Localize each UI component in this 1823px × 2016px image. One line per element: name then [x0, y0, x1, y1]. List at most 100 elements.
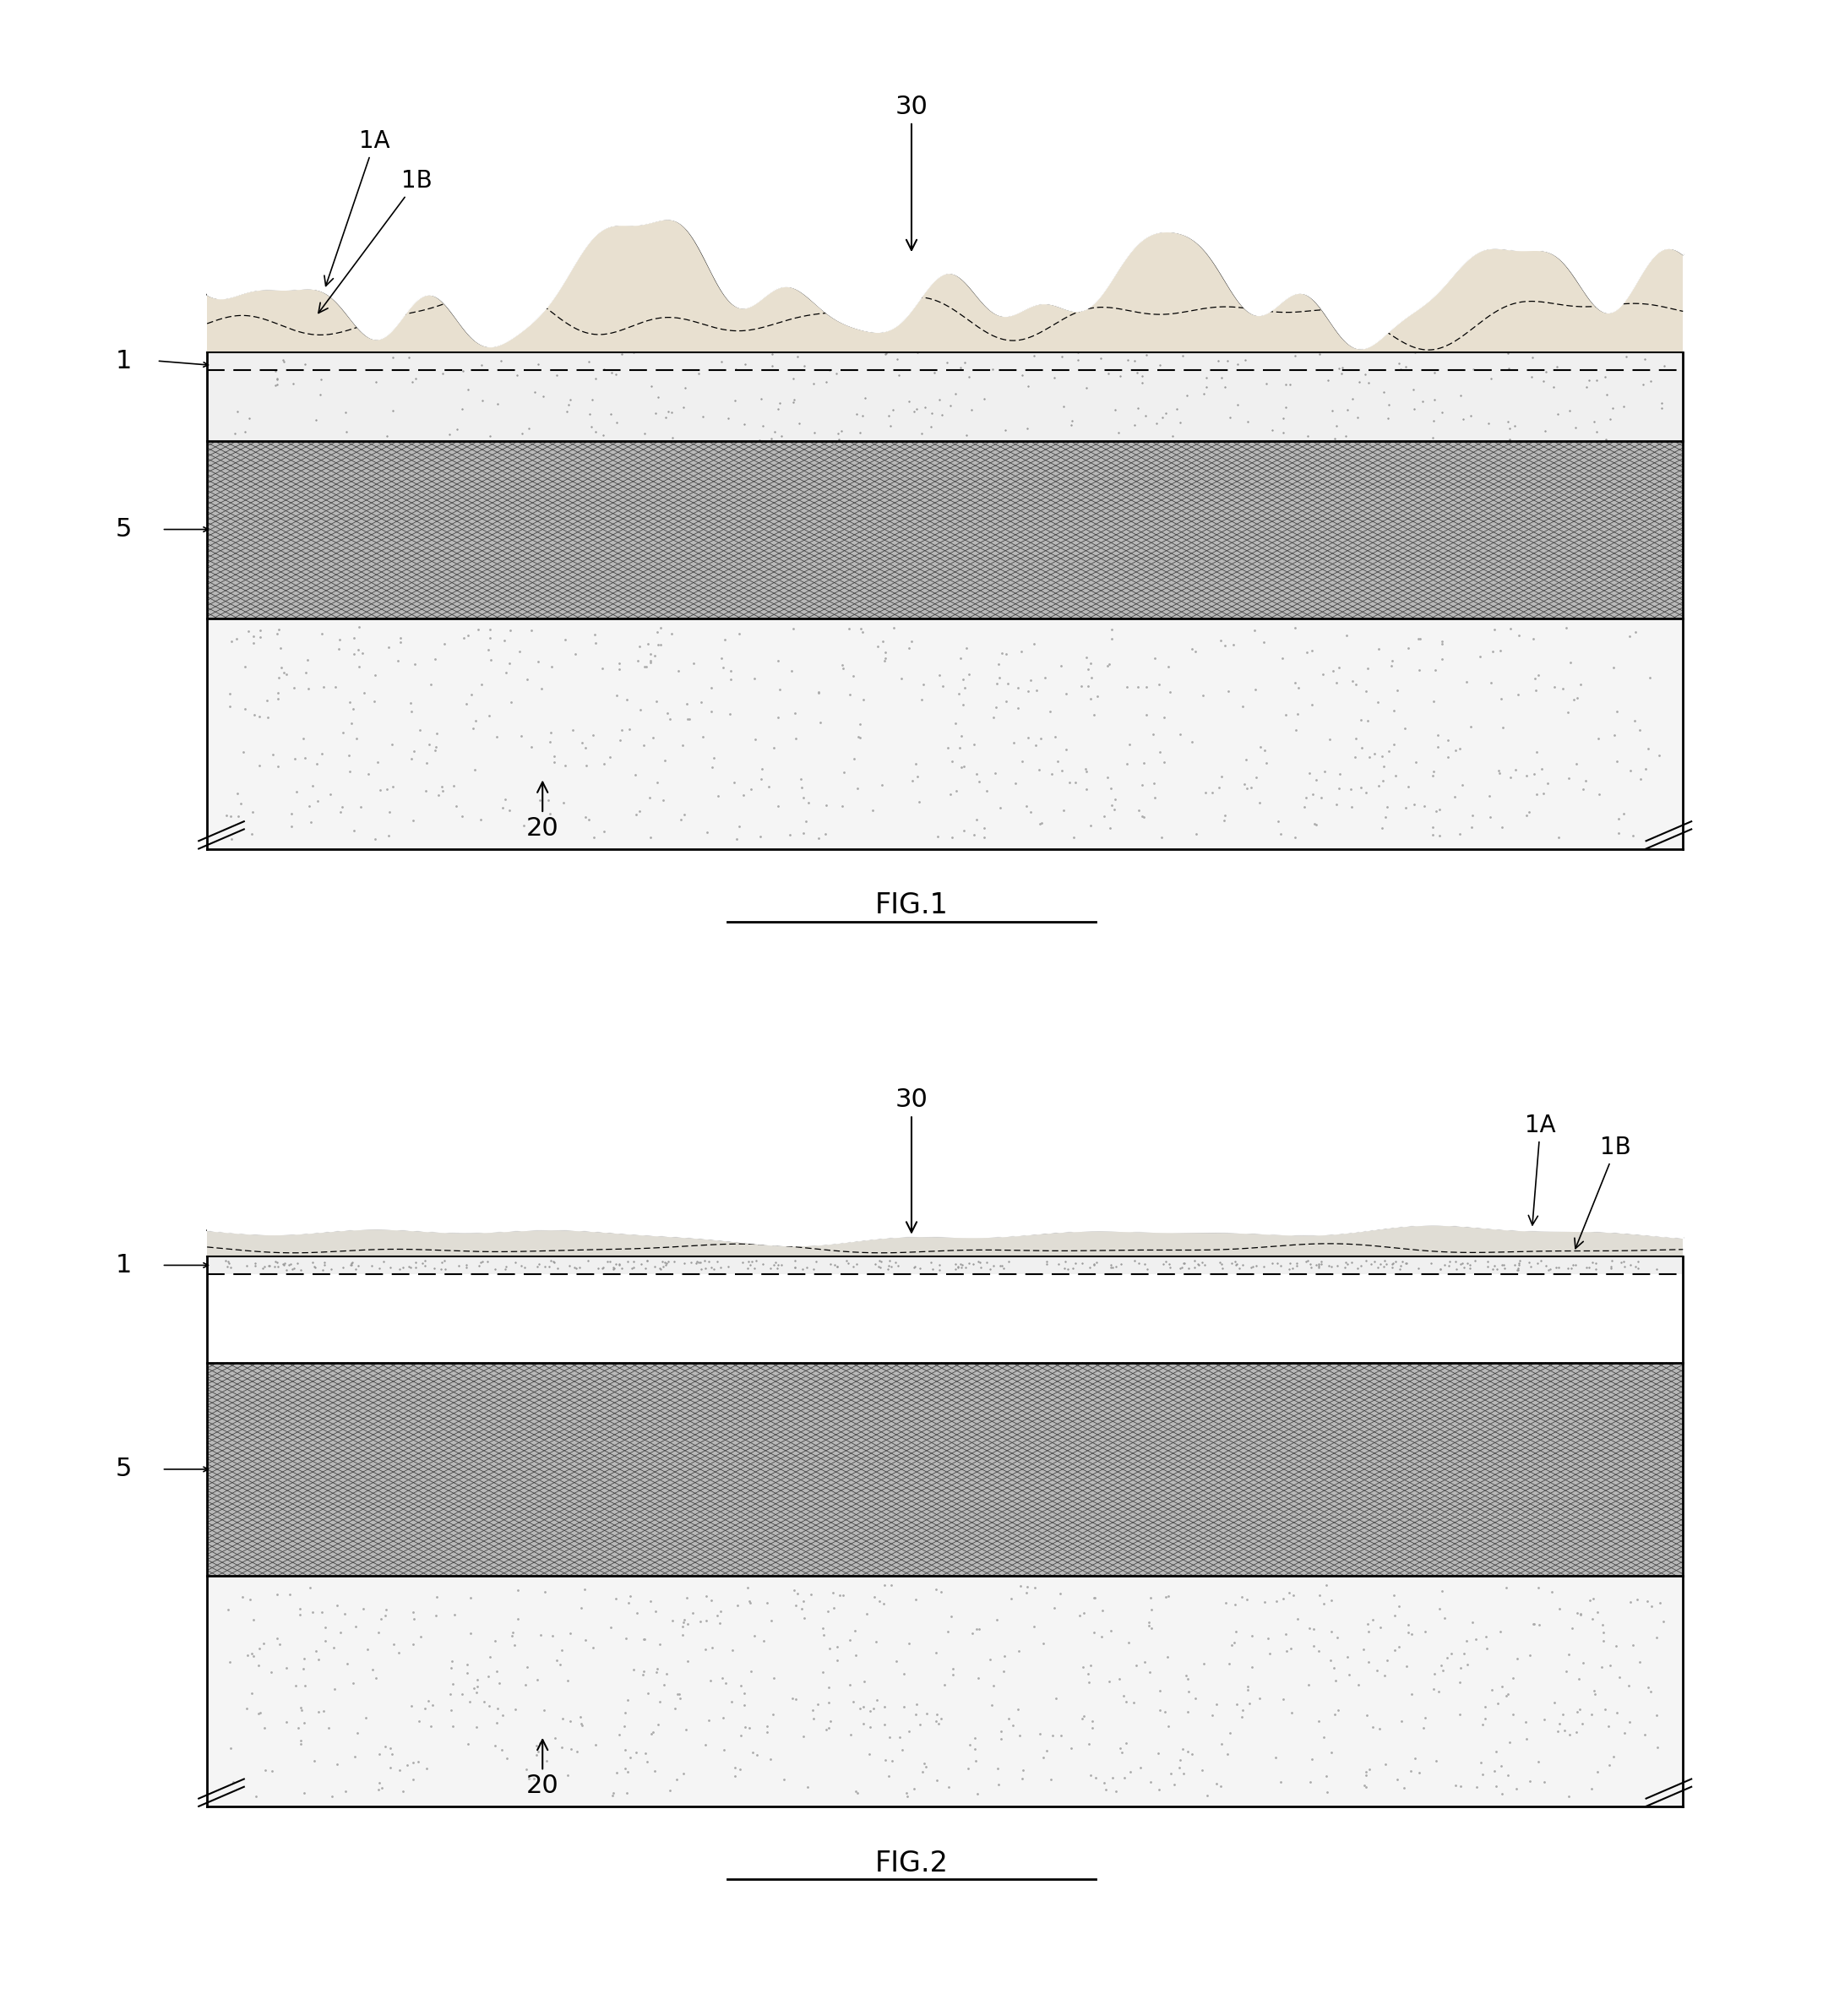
Point	[490, 782, 520, 814]
Point	[607, 1252, 636, 1284]
Point	[627, 1657, 656, 1689]
Point	[1110, 1762, 1139, 1794]
Point	[1046, 649, 1076, 681]
Point	[1114, 343, 1143, 375]
Point	[363, 746, 392, 778]
Bar	[208, 619, 1683, 849]
Point	[742, 1738, 771, 1770]
Point	[1181, 816, 1210, 849]
Point	[337, 1248, 366, 1280]
Point	[1584, 778, 1613, 810]
Point	[1267, 641, 1296, 673]
Point	[1083, 681, 1112, 714]
Point	[835, 679, 864, 712]
Point	[669, 1607, 698, 1639]
Point	[396, 1252, 425, 1284]
Point	[1059, 821, 1088, 853]
Point	[884, 1250, 913, 1282]
Point	[1367, 812, 1396, 845]
Point	[1276, 1246, 1305, 1278]
Point	[401, 1246, 430, 1278]
Point	[1526, 1244, 1555, 1276]
Point	[1424, 732, 1453, 764]
Point	[1189, 377, 1218, 409]
Point	[361, 659, 390, 691]
Point	[343, 1716, 372, 1748]
Point	[487, 345, 516, 377]
Point	[385, 1254, 414, 1286]
Point	[1482, 1252, 1511, 1284]
Point	[303, 784, 332, 816]
Point	[1590, 361, 1619, 393]
Point	[1298, 1742, 1327, 1774]
Point	[1267, 818, 1296, 851]
Point	[1427, 1649, 1457, 1681]
Point	[707, 643, 736, 675]
Point	[921, 1637, 950, 1669]
Point	[1293, 419, 1322, 452]
Point	[882, 1645, 912, 1677]
Point	[1280, 821, 1309, 853]
Point	[983, 667, 1012, 700]
Point	[215, 689, 244, 722]
Point	[332, 415, 361, 448]
Point	[1537, 1577, 1566, 1609]
Point	[1520, 1607, 1550, 1639]
Point	[319, 1631, 348, 1663]
Point	[592, 1246, 622, 1278]
Point	[986, 790, 1015, 823]
Point	[684, 357, 713, 389]
Point	[1269, 1683, 1298, 1716]
Point	[780, 1252, 809, 1284]
Point	[1189, 1246, 1218, 1278]
Point	[1480, 1250, 1509, 1282]
Point	[846, 708, 875, 740]
Point	[270, 1248, 299, 1280]
Point	[1351, 1244, 1380, 1276]
Point	[1579, 1246, 1608, 1278]
Point	[946, 641, 975, 673]
Point	[1307, 782, 1336, 814]
Point	[222, 395, 252, 427]
Point	[1420, 383, 1449, 415]
Point	[798, 1693, 828, 1726]
Point	[370, 1599, 399, 1631]
Point	[1553, 762, 1582, 794]
Point	[1241, 1250, 1271, 1282]
Point	[829, 653, 859, 685]
Point	[1019, 1611, 1048, 1643]
Point	[1358, 1605, 1387, 1637]
Point	[1349, 1633, 1378, 1665]
Point	[397, 1689, 427, 1722]
Point	[711, 623, 740, 655]
Point	[788, 1593, 817, 1625]
Point	[726, 1754, 755, 1786]
Point	[1189, 1754, 1218, 1786]
Point	[1125, 1248, 1154, 1280]
Point	[1442, 1252, 1471, 1284]
Point	[1391, 792, 1420, 825]
Point	[636, 1718, 665, 1750]
Point	[933, 1615, 963, 1647]
Point	[1212, 345, 1241, 377]
Point	[667, 1611, 696, 1643]
Point	[1167, 1252, 1196, 1284]
Point	[582, 363, 611, 395]
Point	[1148, 401, 1178, 433]
Point	[682, 1246, 711, 1278]
Point	[541, 359, 571, 391]
Point	[1420, 655, 1449, 687]
Point	[261, 1246, 290, 1278]
Point	[715, 698, 744, 730]
Point	[798, 1702, 828, 1734]
Point	[1515, 1766, 1544, 1798]
Point	[1127, 800, 1156, 833]
Point	[1161, 393, 1190, 425]
Point	[1590, 1617, 1619, 1649]
Point	[1316, 1585, 1345, 1617]
Point	[1473, 1246, 1502, 1278]
Point	[1595, 1750, 1624, 1782]
Point	[410, 1246, 439, 1278]
Point	[778, 385, 808, 417]
Point	[888, 1734, 917, 1766]
